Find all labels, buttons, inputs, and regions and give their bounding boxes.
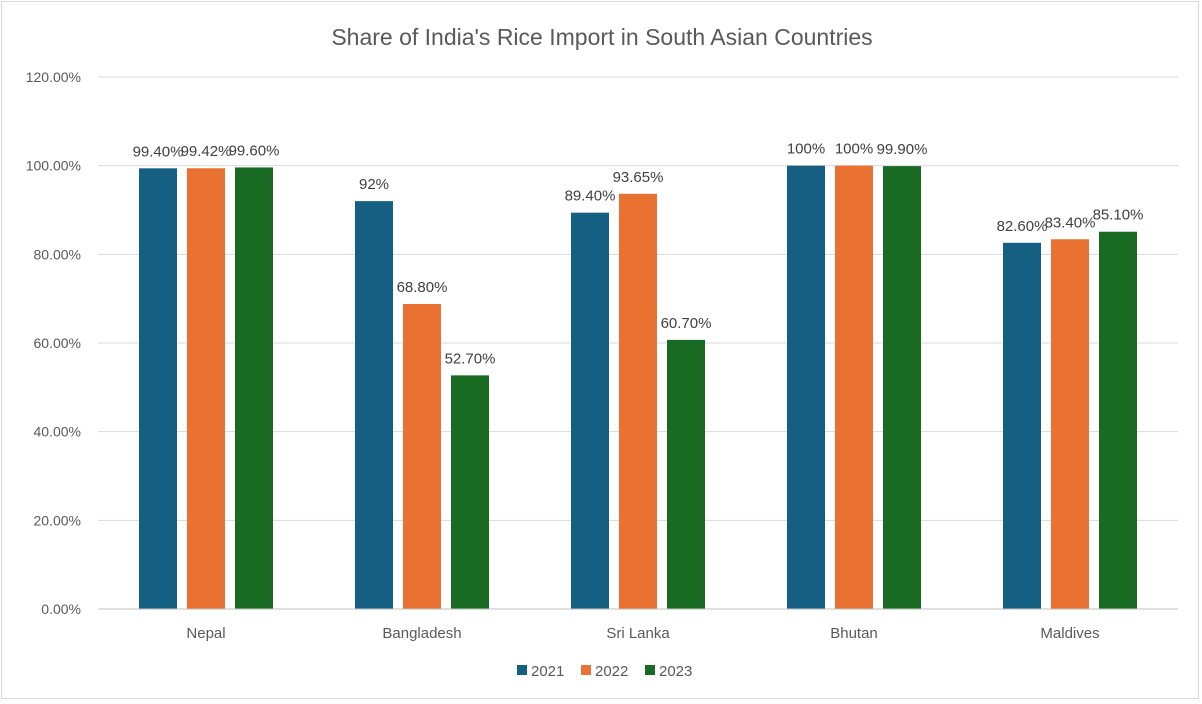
- data-label: 93.65%: [613, 169, 664, 186]
- legend: 2021 2022 2023: [517, 663, 692, 680]
- x-category-label: Bangladesh: [382, 625, 461, 642]
- x-category-label: Bhutan: [830, 625, 878, 642]
- x-axis: Nepal Bangladesh Sri Lanka Bhutan Maldives: [98, 608, 1178, 642]
- y-tick-label: 120.00%: [26, 69, 81, 85]
- bar-2022-maldives: [1051, 239, 1089, 609]
- chart-title: Share of India's Rice Import in South As…: [331, 24, 872, 50]
- bars: [139, 165, 1137, 610]
- bar-2023-bhutan: [883, 166, 921, 610]
- bar-2021-nepal: [139, 168, 177, 609]
- bar-2023-nepal: [235, 167, 273, 609]
- data-label: 85.10%: [1093, 207, 1144, 224]
- legend-swatch: [517, 665, 527, 675]
- data-label: 92%: [359, 176, 389, 193]
- y-tick-label: 40.00%: [34, 424, 81, 440]
- bar-2023-maldives: [1099, 231, 1137, 609]
- bar-2022-bangladesh: [403, 303, 441, 609]
- y-axis: 0.00% 20.00% 40.00% 60.00% 80.00% 100.00% 120.…: [26, 69, 81, 617]
- y-tick-label: 100.00%: [26, 158, 81, 174]
- y-tick-label: 20.00%: [34, 512, 81, 528]
- bar-2022-nepal: [187, 168, 225, 609]
- bar-2021-sri-lanka: [571, 212, 609, 609]
- bar-2023-sri-lanka: [667, 339, 705, 609]
- data-label: 99.42%: [181, 143, 232, 160]
- bar-2021-bhutan: [787, 165, 825, 609]
- legend-label: 2023: [659, 663, 692, 680]
- y-tick-label: 60.00%: [34, 335, 81, 351]
- data-label: 60.70%: [661, 315, 712, 332]
- bar-2023-bangladesh: [451, 375, 489, 609]
- data-label: 83.40%: [1045, 214, 1096, 231]
- data-labels: 99.40%99.42%99.60% 92% 68.80% 52.70% 89.40% 9…: [133, 141, 1144, 368]
- bar-2022-sri-lanka: [619, 193, 657, 609]
- data-label: 68.80%: [397, 279, 448, 296]
- legend-label: 2021: [531, 663, 564, 680]
- x-category-label: Maldives: [1040, 625, 1099, 642]
- bar-2021-bangladesh: [355, 201, 393, 609]
- legend-label: 2022: [595, 663, 628, 680]
- data-label: 99.40%: [133, 143, 184, 160]
- data-label: 52.70%: [445, 350, 496, 367]
- y-tick-label: 80.00%: [34, 246, 81, 262]
- data-label: 100%: [835, 141, 873, 158]
- bar-2021-maldives: [1003, 242, 1041, 609]
- legend-swatch: [581, 665, 591, 675]
- data-label: 82.60%: [997, 218, 1048, 235]
- x-category-label: Sri Lanka: [606, 625, 670, 642]
- data-label: 89.40%: [565, 188, 616, 205]
- x-category-label: Nepal: [186, 625, 225, 642]
- bar-2022-bhutan: [835, 165, 873, 609]
- data-label: 99.60%: [229, 142, 280, 159]
- legend-swatch: [645, 665, 655, 675]
- y-tick-label: 0.00%: [41, 601, 81, 617]
- data-label: 100%: [787, 141, 825, 158]
- data-label: 99.90%: [877, 141, 928, 158]
